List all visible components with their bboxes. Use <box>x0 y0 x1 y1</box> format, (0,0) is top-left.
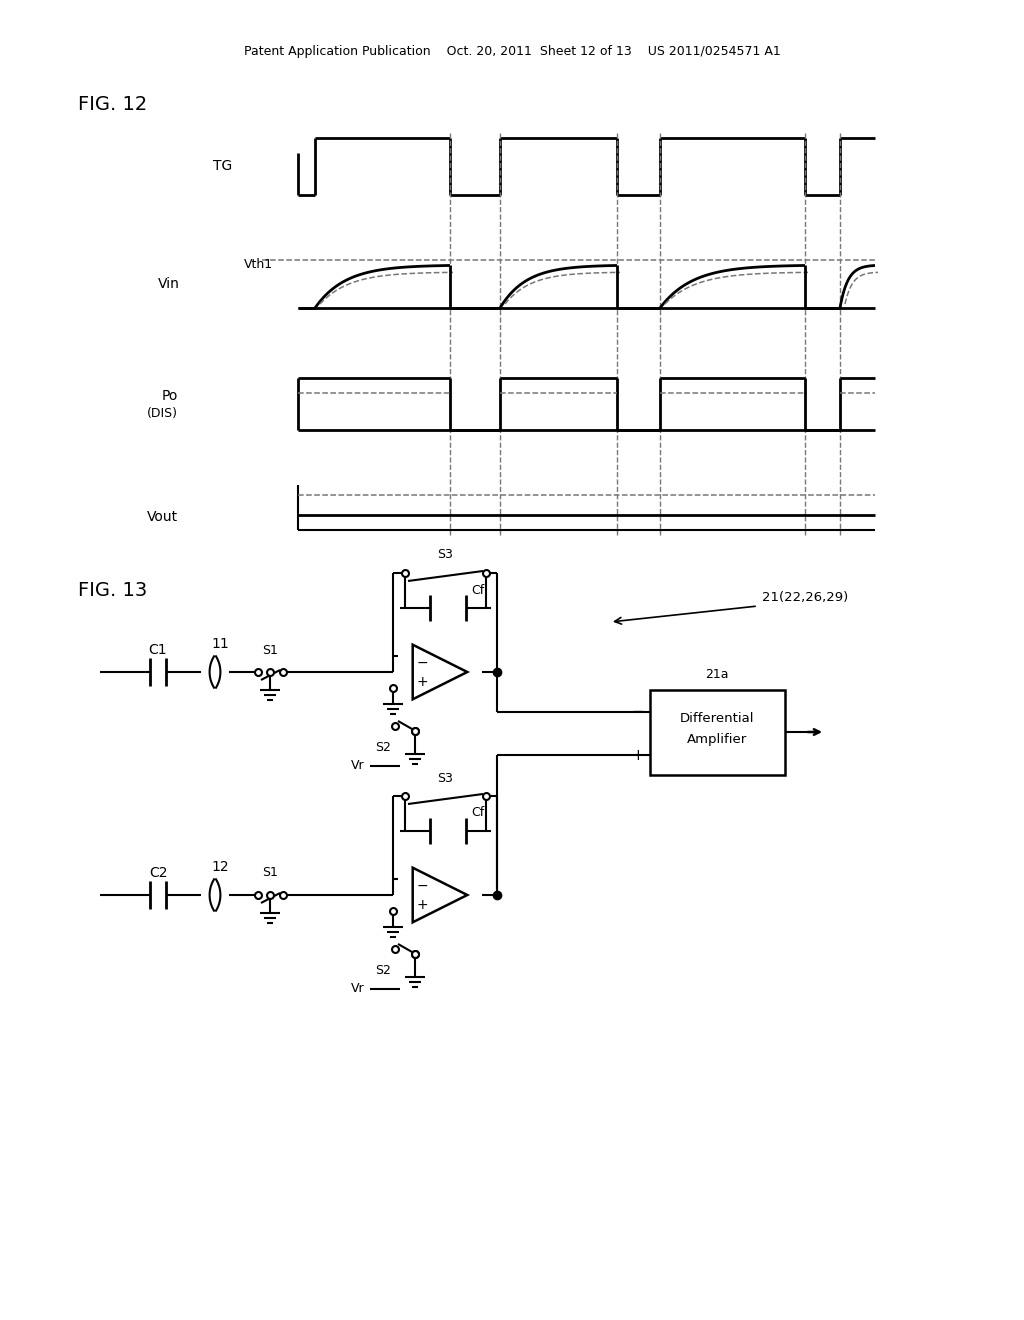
Text: 21(22,26,29): 21(22,26,29) <box>762 591 848 605</box>
Polygon shape <box>413 644 467 700</box>
Text: FIG. 12: FIG. 12 <box>78 95 147 115</box>
Bar <box>650 690 785 775</box>
Text: 11: 11 <box>211 638 229 651</box>
Text: Differential: Differential <box>680 711 755 725</box>
Text: −: − <box>417 656 428 669</box>
Text: Vin: Vin <box>158 277 180 290</box>
Text: Cf: Cf <box>471 807 484 820</box>
Text: S1: S1 <box>262 644 278 656</box>
Text: Patent Application Publication    Oct. 20, 2011  Sheet 12 of 13    US 2011/02545: Patent Application Publication Oct. 20, … <box>244 45 780 58</box>
Text: +: + <box>632 747 644 763</box>
Text: S2: S2 <box>375 965 391 977</box>
Text: +: + <box>417 898 428 912</box>
Text: Po: Po <box>162 389 178 403</box>
Text: Vr: Vr <box>351 982 365 995</box>
Text: S3: S3 <box>437 771 453 784</box>
Text: S2: S2 <box>375 742 391 755</box>
Text: −: − <box>417 878 428 892</box>
Text: Vth1: Vth1 <box>244 259 273 272</box>
Text: 21a: 21a <box>706 668 729 681</box>
Text: +: + <box>417 675 428 689</box>
Text: C1: C1 <box>148 643 167 657</box>
Text: Cf: Cf <box>471 583 484 597</box>
Polygon shape <box>413 867 467 923</box>
Text: S3: S3 <box>437 549 453 561</box>
Text: S1: S1 <box>262 866 278 879</box>
Text: Amplifier: Amplifier <box>687 734 748 747</box>
Text: FIG. 13: FIG. 13 <box>78 581 147 599</box>
Text: 12: 12 <box>211 861 228 874</box>
Text: C2: C2 <box>148 866 167 880</box>
Text: (DIS): (DIS) <box>147 408 178 421</box>
Text: Vr: Vr <box>351 759 365 772</box>
Text: Vout: Vout <box>146 510 178 524</box>
Text: −: − <box>632 705 644 719</box>
Text: TG: TG <box>213 158 232 173</box>
